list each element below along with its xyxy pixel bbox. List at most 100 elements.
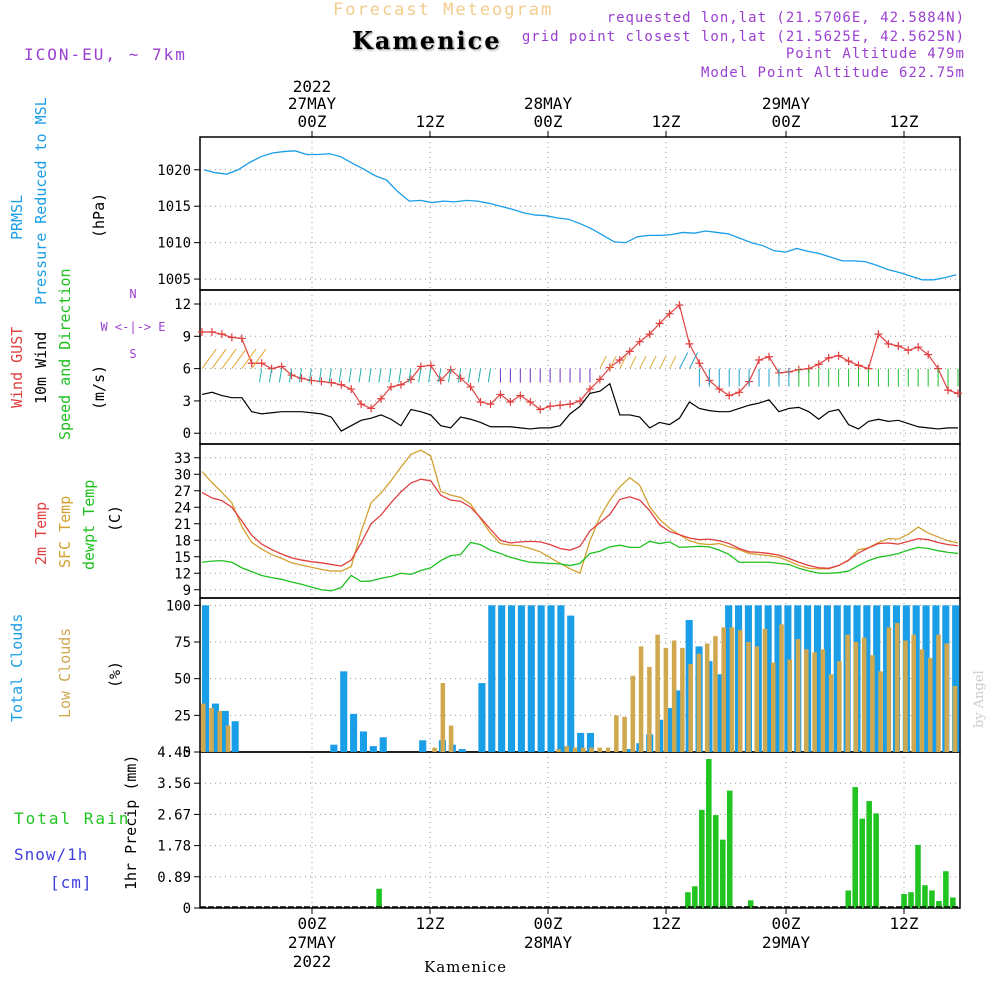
- ytick-label: 2.67: [157, 807, 191, 823]
- gust-marker: [874, 330, 883, 339]
- rain-bar: [685, 892, 691, 908]
- gust-label: Wind GUST: [8, 327, 26, 408]
- gust-marker: [685, 339, 694, 348]
- gust-marker: [347, 385, 356, 394]
- wind10m-line: [201, 382, 958, 432]
- gust-marker: [466, 382, 475, 391]
- gust-marker: [595, 375, 604, 384]
- location-title: Kamenice: [352, 26, 502, 55]
- total-cloud-bar: [725, 605, 733, 752]
- panel-pressure: 1005 1010 1015 1020: [157, 136, 961, 291]
- rain-bar: [950, 897, 956, 908]
- ytick-label: 0.89: [157, 870, 191, 886]
- rain-bar: [852, 787, 859, 908]
- temp2m-label: 2m Temp: [32, 502, 50, 565]
- wind-direction-arrow: [251, 348, 267, 369]
- low-cloud-bar: [209, 708, 214, 752]
- sfc-temp-line: [201, 449, 959, 575]
- wind-direction-arrow: [619, 355, 627, 369]
- rain-bar: [699, 809, 705, 908]
- gust-marker: [546, 402, 555, 411]
- gust-marker: [307, 376, 316, 385]
- rain-bar: [866, 801, 872, 908]
- total-cloud-bar: [202, 605, 210, 752]
- total-cloud-label: Total Clouds: [8, 614, 26, 722]
- low-cloud-bar: [713, 636, 718, 752]
- total-cloud-bar: [419, 740, 427, 752]
- ytick-label: 0: [183, 901, 191, 917]
- xlabel-bottom-time: 12Z: [416, 914, 445, 933]
- ytick-label: 21: [174, 517, 191, 533]
- ytick-label: 25: [174, 708, 191, 724]
- compass-s: S: [129, 347, 136, 361]
- footer-location: Kamenice: [424, 958, 507, 976]
- ytick-label: 27: [174, 484, 191, 500]
- xlabel-top-year: 2022: [293, 77, 332, 96]
- gust-marker: [844, 357, 853, 366]
- gust-marker: [436, 376, 445, 385]
- total-cloud-bar: [774, 605, 782, 752]
- low-cloud-bar: [746, 642, 751, 752]
- xlabel-bottom-time: 12Z: [652, 914, 681, 933]
- xlabel-top-date: 27MAY: [288, 94, 337, 113]
- ytick-label: 12: [174, 566, 191, 582]
- total-cloud-bar: [350, 713, 358, 752]
- gust-marker: [894, 342, 903, 350]
- pressure-label-2: Pressure Reduced to MSL: [32, 97, 50, 305]
- wind-direction-arrow: [428, 368, 432, 383]
- gust-marker: [665, 309, 674, 318]
- total-cloud-bar: [922, 605, 930, 752]
- wind-direction-arrow: [308, 368, 312, 383]
- wind-direction-arrow: [221, 348, 237, 369]
- low-cloud-bar: [952, 686, 958, 752]
- panel-wind: 0 3 6 9 12: [174, 289, 961, 445]
- low-cloud-bar: [688, 664, 693, 752]
- low-cloud-bar: [779, 624, 784, 752]
- rain-bar: [747, 900, 754, 908]
- low-cloud-bar: [448, 725, 454, 752]
- rain-bar: [915, 844, 921, 908]
- total-cloud-bar: [863, 605, 871, 752]
- pressure-unit: (hPa): [90, 193, 108, 238]
- low-cloud-bar: [919, 649, 925, 752]
- gust-marker: [426, 361, 435, 370]
- gust-marker: [695, 359, 704, 368]
- total-cloud-bar: [626, 749, 634, 752]
- wind-direction-arrow: [278, 368, 283, 383]
- wind-direction-arrow: [241, 348, 257, 369]
- wind-direction-arrow: [358, 368, 362, 383]
- ytick-label: 100: [166, 598, 191, 614]
- gust-marker: [227, 333, 236, 342]
- total-cloud-bar: [488, 605, 496, 752]
- gust-marker: [655, 319, 664, 328]
- xlabel-bottom-time: 00Z: [772, 914, 801, 933]
- wind-direction-arrow: [201, 348, 217, 369]
- gust-marker: [814, 360, 823, 369]
- wind-direction-arrow: [418, 368, 422, 383]
- low-cloud-bar: [671, 640, 677, 752]
- low-cloud-bar: [795, 639, 801, 752]
- wind-direction-arrow: [639, 355, 647, 369]
- gust-marker: [735, 388, 744, 397]
- total-cloud-bar: [458, 749, 466, 752]
- low-cloud-bar: [647, 666, 652, 752]
- low-cloud-bar: [762, 628, 768, 752]
- rain-bar: [859, 818, 865, 908]
- wind-direction-arrow: [448, 368, 452, 383]
- total-cloud-bar: [330, 744, 338, 752]
- ytick-label: 50: [174, 672, 191, 688]
- xlabel-bottom-time: 00Z: [298, 914, 327, 933]
- wind-direction-arrow: [259, 368, 263, 383]
- wind-direction-arrow: [659, 355, 667, 369]
- rain-bar: [706, 759, 712, 908]
- ytick-label: 15: [174, 550, 191, 566]
- wind-direction-arrow: [599, 355, 607, 369]
- total-cloud-bar: [478, 683, 486, 752]
- gust-marker: [675, 301, 684, 310]
- gust-marker: [406, 375, 415, 384]
- xlabel-bottom-date: 29MAY: [762, 933, 811, 952]
- wind-direction-arrow: [231, 348, 247, 369]
- xlabel-top-time: 00Z: [534, 112, 563, 131]
- wind-direction-arrow: [688, 352, 699, 369]
